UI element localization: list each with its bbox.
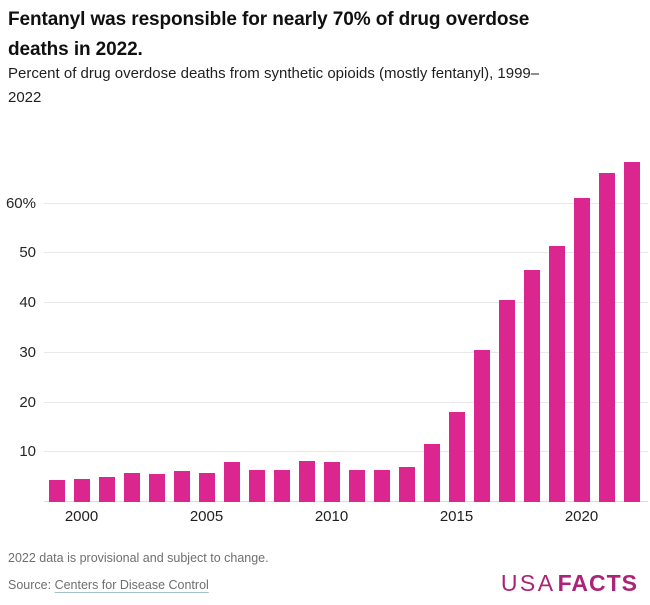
- gridline-20: [44, 401, 648, 403]
- bar-2005: [198, 472, 215, 502]
- bar-chart: 10 20 30 40 50 60% 2000 2005 2010 2015 2020: [0, 140, 650, 530]
- bar-1999: [48, 480, 65, 502]
- usafacts-logo: USAFACTS: [501, 571, 638, 595]
- bar-2006: [223, 462, 240, 502]
- bar-2013: [398, 466, 415, 502]
- y-tick-60: 60%: [5, 194, 36, 212]
- bar-2011: [348, 470, 365, 502]
- y-tick-50: 50: [19, 244, 36, 262]
- source-link[interactable]: Centers for Disease Control: [54, 578, 209, 592]
- x-tick-2010: 2010: [314, 508, 349, 525]
- y-tick-10: 10: [19, 443, 36, 461]
- bar-2001: [98, 476, 115, 502]
- bar-2002: [123, 473, 140, 502]
- bar-2009: [298, 461, 315, 502]
- bar-2004: [173, 471, 190, 502]
- x-tick-2005: 2005: [189, 508, 224, 525]
- bar-2019: [548, 245, 565, 502]
- bar-2016: [473, 349, 490, 502]
- y-tick-20: 20: [19, 393, 36, 411]
- x-axis-line: [44, 501, 648, 502]
- bar-2015: [448, 411, 465, 502]
- gridline-50: [44, 252, 648, 254]
- x-axis-labels: 2000 2005 2010 2015 2020: [44, 508, 648, 528]
- bar-2008: [273, 469, 290, 502]
- gridline-40: [44, 302, 648, 304]
- bar-2017: [498, 300, 515, 502]
- bar-2020: [573, 197, 590, 502]
- y-tick-30: 30: [19, 343, 36, 361]
- logo-facts: FACTS: [557, 570, 638, 596]
- gridline-30: [44, 351, 648, 353]
- bar-2018: [523, 270, 540, 502]
- source-line: Source: Centers for Disease Control: [8, 578, 209, 592]
- plot-area: [44, 154, 648, 502]
- logo-usa: USA: [500, 570, 556, 596]
- y-tick-40: 40: [19, 294, 36, 312]
- source-prefix: Source:: [8, 578, 55, 592]
- provisional-note: 2022 data is provisional and subject to …: [8, 551, 269, 565]
- x-tick-2020: 2020: [564, 508, 599, 525]
- bar-2021: [598, 173, 615, 502]
- gridline-10: [44, 451, 648, 453]
- bar-2003: [148, 474, 165, 502]
- bar-2012: [373, 470, 390, 502]
- bar-2007: [248, 470, 265, 502]
- bar-2014: [423, 443, 440, 502]
- chart-subtitle: Percent of drug overdose deaths from syn…: [8, 65, 540, 106]
- x-tick-2000: 2000: [64, 508, 99, 525]
- bar-2010: [323, 462, 340, 502]
- bar-2000: [73, 478, 90, 502]
- gridline-60: [44, 202, 648, 204]
- x-tick-2015: 2015: [439, 508, 474, 525]
- chart-title: Fentanyl was responsible for nearly 70% …: [8, 9, 530, 60]
- bar-2022: [623, 162, 640, 502]
- y-axis-labels: 10 20 30 40 50 60%: [0, 154, 36, 502]
